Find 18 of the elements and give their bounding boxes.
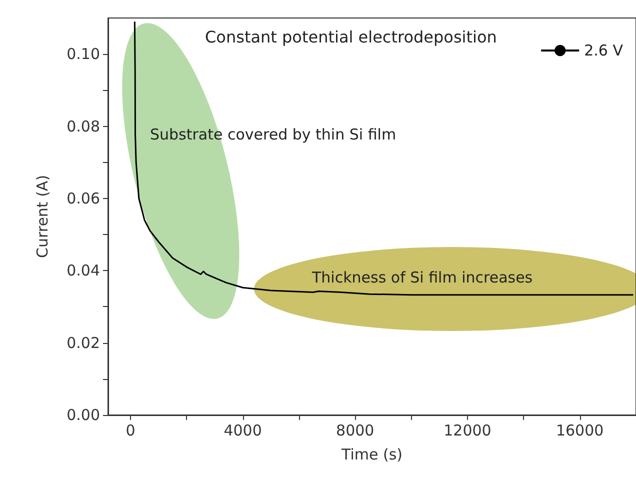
x-tick-label: 0 [126,422,136,440]
y-tick-label: 0.00 [66,406,100,424]
y-tick-label: 0.04 [66,262,100,280]
annotation: Thickness of Si film increases [311,268,533,286]
x-tick-label: 16000 [556,422,604,440]
y-tick-label: 0.10 [66,45,100,64]
x-axis-title: Time (s) [340,446,402,464]
y-tick-label: 0.02 [66,334,100,352]
annotation: Substrate covered by thin Si film [150,126,396,144]
legend-label: 2.6 V [584,42,624,60]
y-axis-title: Current (A) [34,174,52,258]
x-tick-label: 12000 [444,422,492,440]
x-tick-label: 4000 [224,422,262,440]
text: Constant potential electrodeposition [205,28,497,46]
y-tick-label: 0.08 [66,117,100,136]
y-tick-label: 0.06 [66,189,100,208]
x-tick-label: 8000 [336,422,374,440]
line-series [134,20,634,296]
